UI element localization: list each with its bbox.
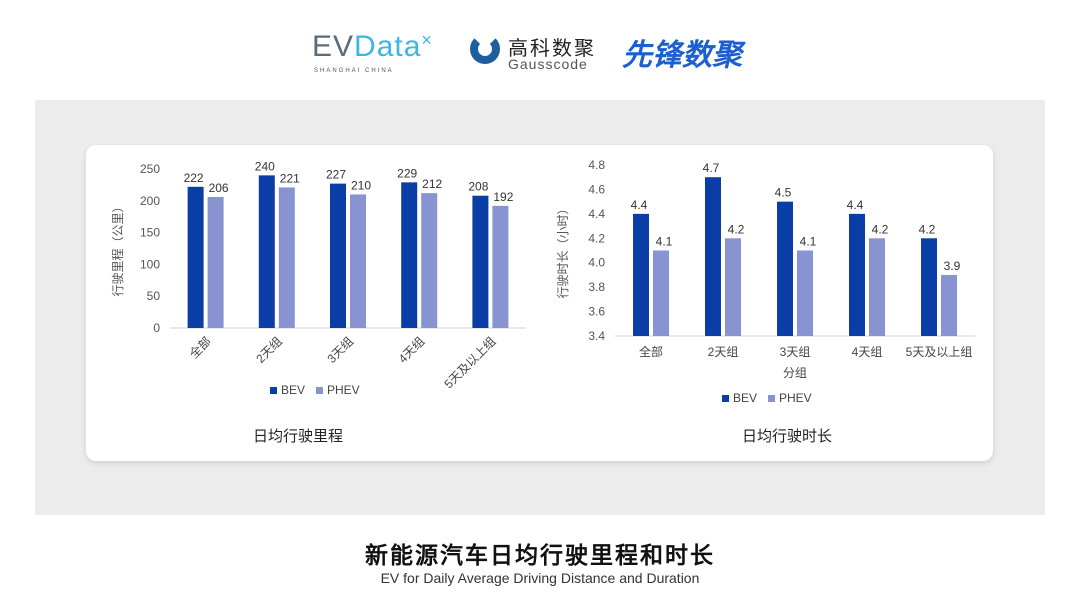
bar-bev [258,175,275,328]
x-tick-label: 2天组 [708,345,739,359]
xianfeng-logo: 先锋数聚 [622,39,742,72]
bar-bev [472,195,489,328]
data-label: 4.2 [919,222,936,236]
data-label: 4.2 [872,222,889,236]
charts-svg: 0 50 100 150 200 250 行驶里程（公里） 222 206 全部 240 221 2天组… [110,158,975,445]
bar-phev [207,196,224,328]
x-tick-label: 全部 [186,334,214,362]
y-tick-label: 4.0 [588,256,605,270]
bar-phev [797,250,813,336]
y-tick-label: 4.2 [588,231,605,245]
x-axis-title: 分组 [783,366,807,380]
bar-bev [849,213,865,336]
data-label: 4.5 [775,186,792,200]
legend-swatch-phev [316,387,323,394]
bar-phev [492,205,509,328]
bar-bev [921,238,937,336]
bar-phev [278,187,295,328]
bar-phev [941,274,957,336]
data-label: 229 [397,166,417,180]
legend-swatch-bev [722,395,729,402]
data-label: 4.1 [656,235,673,249]
bar-bev [705,177,721,336]
legend-swatch-phev [768,395,775,402]
y-tick-label: 100 [140,257,160,271]
y-tick-label: 3.6 [588,305,605,319]
legend-label: BEV [733,391,757,405]
bar-phev [653,250,669,336]
gausscode-mark-icon [470,34,500,64]
data-label: 222 [184,171,204,185]
y-tick-label: 4.6 [588,182,605,196]
bar-bev [777,201,793,336]
y-tick-label: 3.4 [588,329,605,343]
bar-bev [401,182,418,328]
logo-bar: EVData× SHANGHAI CHINA 高科数聚 Gausscode 先锋数聚 [312,30,742,74]
data-label: 192 [493,190,513,204]
x-tick-label: 5天及以上组 [906,345,973,359]
bar-bev [330,183,346,328]
x-tick-label: 3天组 [325,334,357,366]
chart-title: 日均行驶时长 [742,428,832,445]
y-tick-label: 4.8 [588,158,605,172]
y-tick-label: 200 [140,194,160,208]
bar-phev [421,193,438,328]
data-label: 240 [255,159,275,173]
bar-phev [869,238,885,336]
legend-label: BEV [281,383,305,397]
y-tick-label: 150 [140,226,160,240]
data-label: 4.2 [728,222,745,236]
y-tick-label: 4.4 [588,207,605,221]
chart-title: 日均行驶里程 [253,428,343,445]
data-label: 206 [209,181,229,195]
y-tick-label: 250 [140,162,160,176]
data-label: 3.9 [944,259,961,273]
evdata-logo: EVData× SHANGHAI CHINA [312,30,433,74]
data-label: 4.7 [703,161,720,175]
y-axis-title: 行驶时长（小时） [555,202,570,298]
data-label: 208 [468,180,488,194]
data-label: 227 [326,168,346,182]
y-tick-label: 50 [147,289,161,303]
data-label: 4.4 [631,198,648,212]
data-label: 221 [280,171,300,185]
page-subtitle: EV for Daily Average Driving Distance an… [380,570,700,586]
y-axis-title: 行驶里程（公里） [110,200,125,296]
legend-swatch-bev [270,387,277,394]
data-label: 210 [351,178,371,192]
x-tick-label: 2天组 [253,334,285,366]
y-tick-label: 3.8 [588,280,605,294]
x-tick-label: 5天及以上组 [441,334,498,391]
bar-phev [350,194,366,328]
page-title: 新能源汽车日均行驶里程和时长 [365,542,715,568]
legend-label: PHEV [327,383,360,397]
bar-bev [187,186,204,328]
x-tick-label: 4天组 [852,345,883,359]
data-label: 4.4 [847,198,864,212]
bar-bev [633,213,649,336]
x-tick-label: 3天组 [780,345,811,359]
chart-card: 0 50 100 150 200 250 行驶里程（公里） 222 206 全部 240 221 2天组… [86,145,993,461]
y-tick-label: 0 [153,321,160,335]
data-label: 4.1 [800,235,817,249]
legend-label: PHEV [779,391,812,405]
x-tick-label: 4天组 [396,334,428,366]
data-label: 212 [422,177,442,191]
x-tick-label: 全部 [639,344,663,359]
bar-phev [725,238,741,336]
